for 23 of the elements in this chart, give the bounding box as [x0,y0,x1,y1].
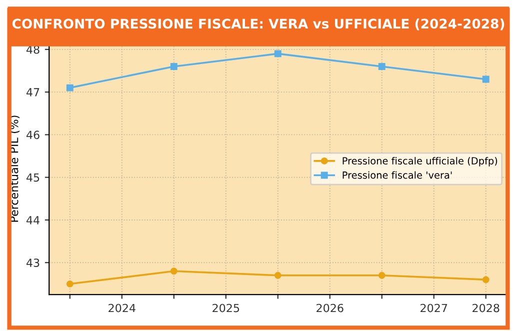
y-tick-label: 47 [26,88,40,96]
point [378,63,386,70]
chart-title: CONFRONTO PRESSIONE FISCALE: VERA vs UFFICIALE (2024-2028) [12,18,504,30]
x-tick-label: 2024 [108,304,136,312]
legend-label: Pressione fiscale ufficiale (Dpfp) [342,156,498,166]
x-tick-label: 2025 [212,304,240,312]
point [170,268,178,275]
point [66,84,74,92]
point [482,276,490,284]
point [378,272,386,279]
point [482,76,490,83]
x-tick-label: 2027 [420,304,448,312]
point [274,272,282,279]
legend-label: Pressione fiscale 'vera' [342,171,452,179]
point [170,63,178,70]
point [66,280,74,288]
x-tick-label: 2028 [472,304,500,312]
x-tick-label: 2026 [316,304,344,312]
y-tick-label: 44 [26,216,40,224]
y-tick-label: 43 [26,258,40,267]
y-tick-label: 46 [26,130,40,140]
y-tick-label: 45 [26,173,40,182]
point [274,50,282,58]
